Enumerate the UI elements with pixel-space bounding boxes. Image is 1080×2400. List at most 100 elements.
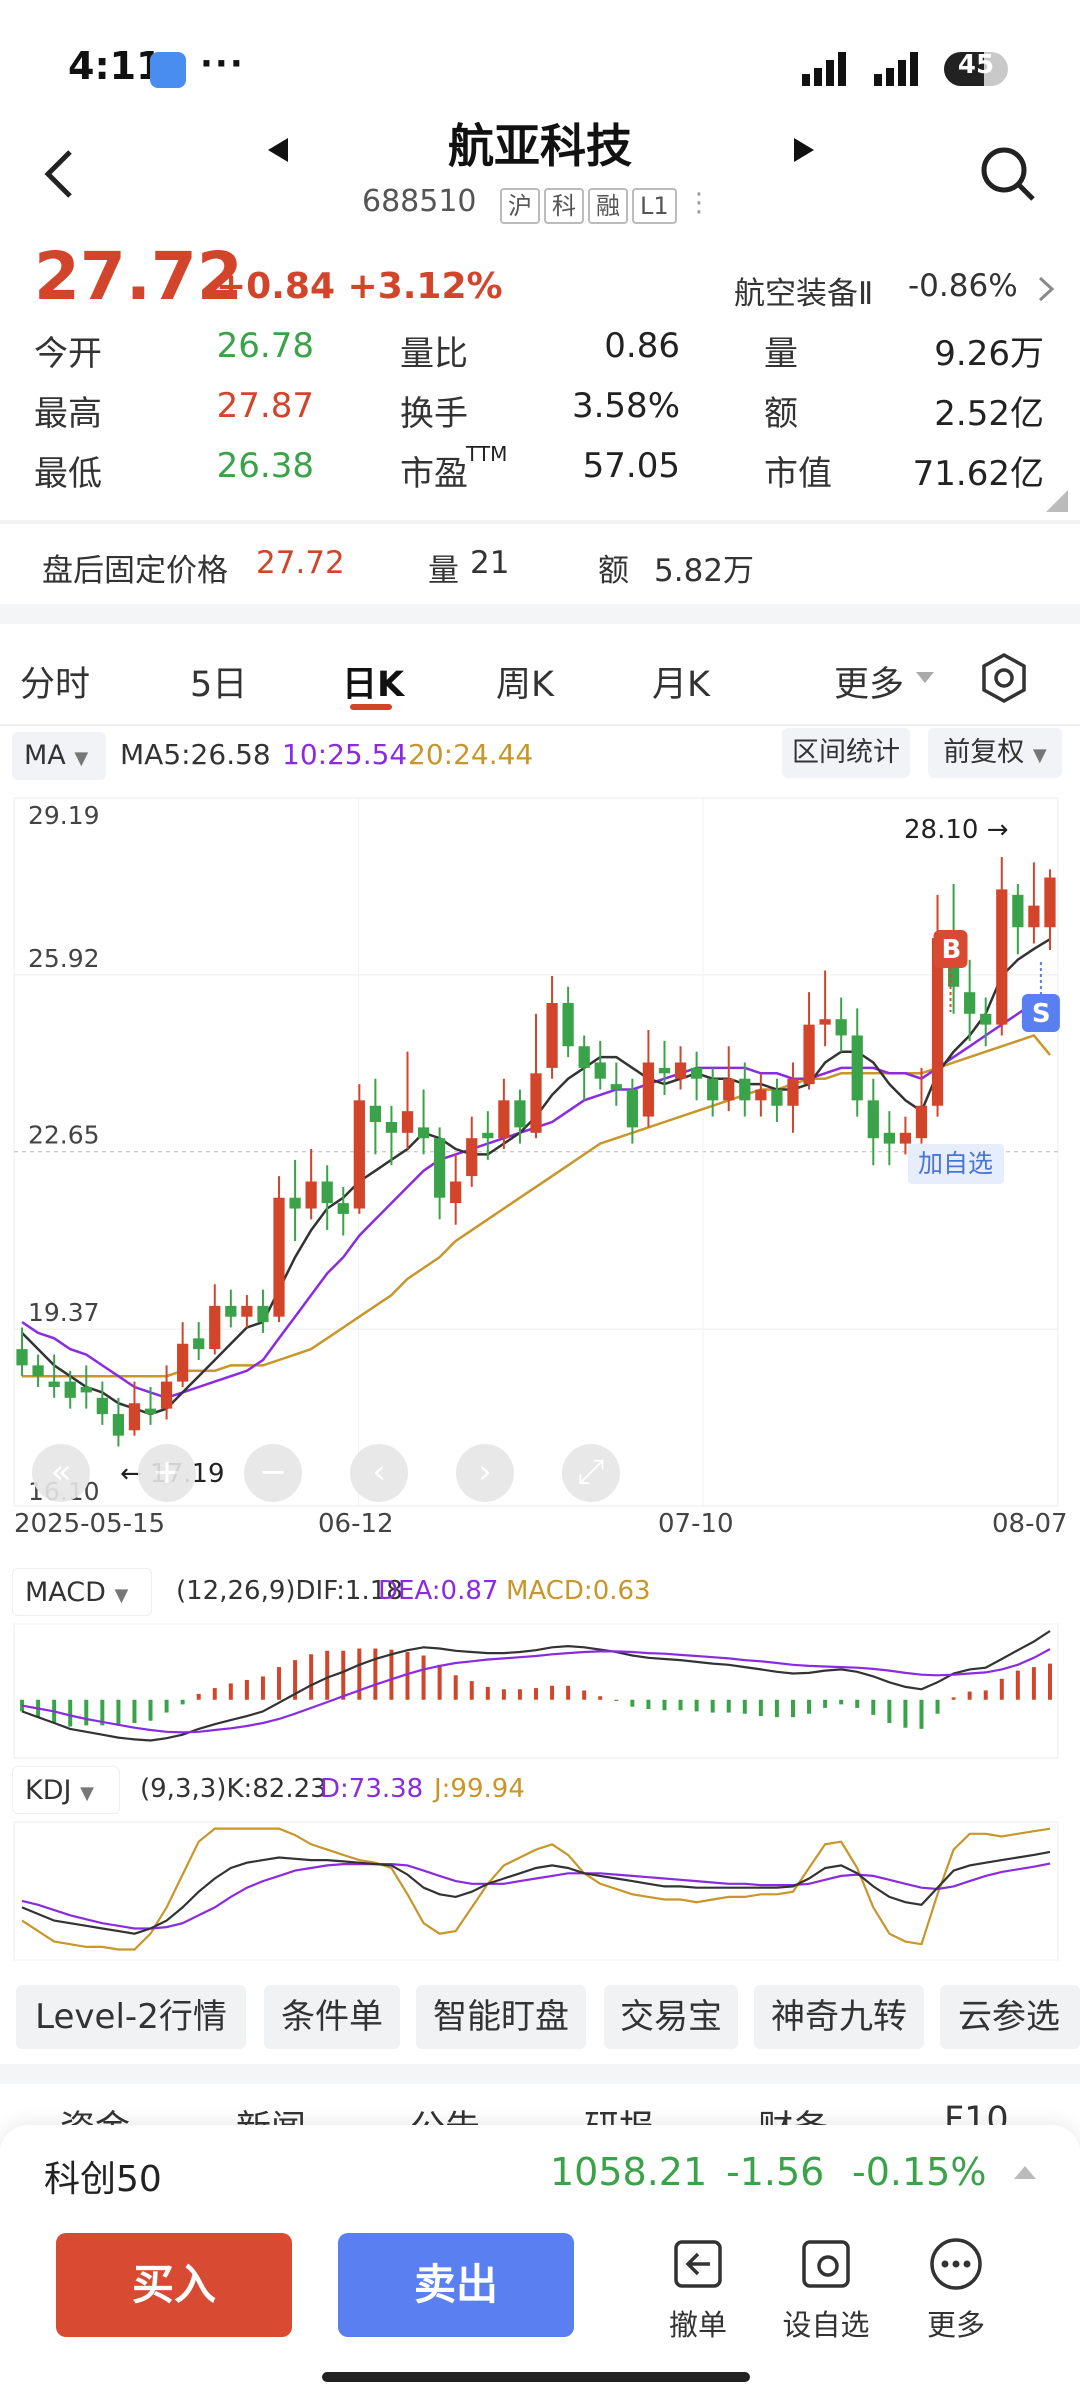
fullscreen-icon[interactable]: ⤢ bbox=[562, 1444, 620, 1502]
macd-params: (12,26,9)DIF:1.18 bbox=[176, 1576, 403, 1606]
expand-corner-icon[interactable] bbox=[1046, 490, 1068, 512]
chevron-right-icon[interactable] bbox=[1036, 274, 1056, 304]
stat-label: 最高 bbox=[34, 394, 102, 434]
stock-name: 航亚科技 bbox=[448, 119, 632, 173]
candle-body bbox=[819, 1019, 831, 1025]
candle-body bbox=[996, 889, 1008, 1025]
quick-trade-treasure[interactable]: 交易宝 bbox=[604, 1985, 738, 2049]
more-label[interactable]: 更多 bbox=[926, 2308, 985, 2342]
candle-body bbox=[931, 938, 944, 1106]
stat-label: 换手 bbox=[400, 394, 468, 434]
add-watchlist-label[interactable]: 设自选 bbox=[782, 2308, 870, 2342]
sector-name[interactable]: 航空装备Ⅱ bbox=[734, 276, 874, 312]
expand-up-icon[interactable] bbox=[1014, 2164, 1036, 2180]
tag-market: 沪 bbox=[500, 188, 540, 224]
kdj-frame bbox=[13, 1821, 1059, 1961]
candle-body bbox=[594, 1062, 606, 1079]
back-icon[interactable] bbox=[40, 148, 80, 200]
stat-value: 27.87 bbox=[216, 386, 314, 426]
tag-level: L1 bbox=[632, 188, 677, 224]
tab-more[interactable]: 更多 bbox=[834, 665, 905, 705]
quick-condition-order[interactable]: 条件单 bbox=[264, 1985, 400, 2049]
settings-hex-icon[interactable] bbox=[980, 652, 1028, 704]
stat-label: 最低 bbox=[34, 454, 102, 494]
sector-change[interactable]: -0.86% bbox=[908, 268, 1018, 304]
candle-body bbox=[369, 1105, 382, 1122]
scroll-right-icon[interactable]: › bbox=[456, 1444, 514, 1502]
active-tab-indicator bbox=[350, 704, 392, 710]
kdj-selector[interactable]: KDJ ▼ bbox=[12, 1766, 120, 1814]
index-name[interactable]: 科创50 bbox=[44, 2159, 162, 2200]
candle-body bbox=[241, 1305, 253, 1317]
cancel-order-label[interactable]: 撤单 bbox=[668, 2308, 727, 2342]
candle-body bbox=[96, 1397, 108, 1415]
after-hours-price: 27.72 bbox=[256, 545, 345, 581]
tab-intraday[interactable]: 分时 bbox=[20, 665, 91, 705]
scroll-left-icon[interactable]: ‹ bbox=[350, 1444, 408, 1502]
candle-body bbox=[64, 1381, 76, 1398]
tab-weekly-k[interactable]: 周K bbox=[496, 665, 554, 705]
cancel-order-icon[interactable] bbox=[670, 2236, 726, 2292]
quick-cloud-pick[interactable]: 云参选 bbox=[940, 1985, 1080, 2049]
dea-line bbox=[21, 1648, 1051, 1734]
x-tick-label: 06-12 bbox=[318, 1509, 394, 1534]
candle-body bbox=[690, 1067, 703, 1079]
next-stock-icon[interactable] bbox=[792, 136, 816, 164]
candle-body bbox=[1012, 894, 1024, 928]
search-icon[interactable] bbox=[978, 144, 1038, 204]
tab-monthly-k[interactable]: 月K bbox=[652, 665, 710, 705]
home-indicator[interactable] bbox=[322, 2372, 750, 2382]
ma20-line bbox=[22, 1033, 1051, 1378]
more-icon[interactable] bbox=[928, 2236, 984, 2292]
candle-body bbox=[128, 1403, 141, 1431]
high-marker: 28.10 → bbox=[904, 815, 1008, 845]
stat-value: 2.52亿 bbox=[934, 394, 1044, 434]
candle-body bbox=[739, 1078, 751, 1101]
buy-button[interactable]: 买入 bbox=[56, 2233, 292, 2337]
k-line bbox=[21, 1850, 1051, 1935]
ma-selector[interactable]: MA ▼ bbox=[12, 732, 106, 780]
quick-level2[interactable]: Level-2行情 bbox=[16, 1985, 246, 2049]
buy-mark-badge bbox=[933, 930, 968, 968]
status-more-dots: ··· bbox=[200, 44, 245, 84]
candle-body bbox=[658, 1067, 671, 1074]
candle-body bbox=[32, 1365, 44, 1377]
prev-stock-icon[interactable] bbox=[266, 136, 290, 164]
candle-body bbox=[498, 1100, 510, 1139]
zoom-in-icon[interactable]: + bbox=[138, 1444, 196, 1502]
candle-body bbox=[337, 1203, 349, 1214]
watchlist-tag-bg bbox=[908, 1144, 1004, 1184]
sell-button[interactable]: 卖出 bbox=[338, 2233, 574, 2337]
sell-mark-badge bbox=[1021, 994, 1060, 1032]
candle-body bbox=[883, 1132, 895, 1144]
after-hours-amt: 5.82万 bbox=[654, 553, 755, 589]
candle-body bbox=[610, 1084, 622, 1090]
tab-5day[interactable]: 5日 bbox=[190, 665, 248, 705]
candle-body bbox=[771, 1089, 783, 1106]
tab-daily-k[interactable]: 日K bbox=[342, 665, 405, 705]
quick-magic-nine[interactable]: 神奇九转 bbox=[754, 1985, 924, 2049]
quick-smart-watch[interactable]: 智能盯盘 bbox=[416, 1985, 586, 2049]
candle-body bbox=[321, 1181, 333, 1204]
candle-body bbox=[1028, 905, 1040, 928]
rewind-icon[interactable]: « bbox=[32, 1444, 90, 1502]
x-tick-label: 08-07 bbox=[992, 1509, 1068, 1534]
range-stats-button[interactable]: 区间统计 bbox=[782, 728, 910, 778]
candle-body bbox=[257, 1305, 269, 1323]
d-line bbox=[21, 1862, 1051, 1930]
add-watchlist-icon[interactable] bbox=[798, 2236, 854, 2292]
candle-body bbox=[112, 1414, 125, 1436]
more-tags-icon[interactable]: ⋮ bbox=[686, 188, 712, 218]
candle-body bbox=[642, 1062, 655, 1117]
watchlist-tag: 加自选 bbox=[918, 1149, 993, 1178]
stock-code: 688510 bbox=[362, 184, 477, 219]
macd-selector[interactable]: MACD ▼ bbox=[12, 1568, 152, 1616]
candle-body bbox=[867, 1100, 879, 1139]
signal-icon bbox=[802, 52, 918, 86]
zoom-out-icon[interactable]: − bbox=[244, 1444, 302, 1502]
candle-body bbox=[144, 1408, 157, 1415]
j-line bbox=[21, 1827, 1051, 1951]
adjust-selector[interactable]: 前复权 ▼ bbox=[928, 728, 1062, 778]
stat-label: 额 bbox=[764, 394, 798, 434]
